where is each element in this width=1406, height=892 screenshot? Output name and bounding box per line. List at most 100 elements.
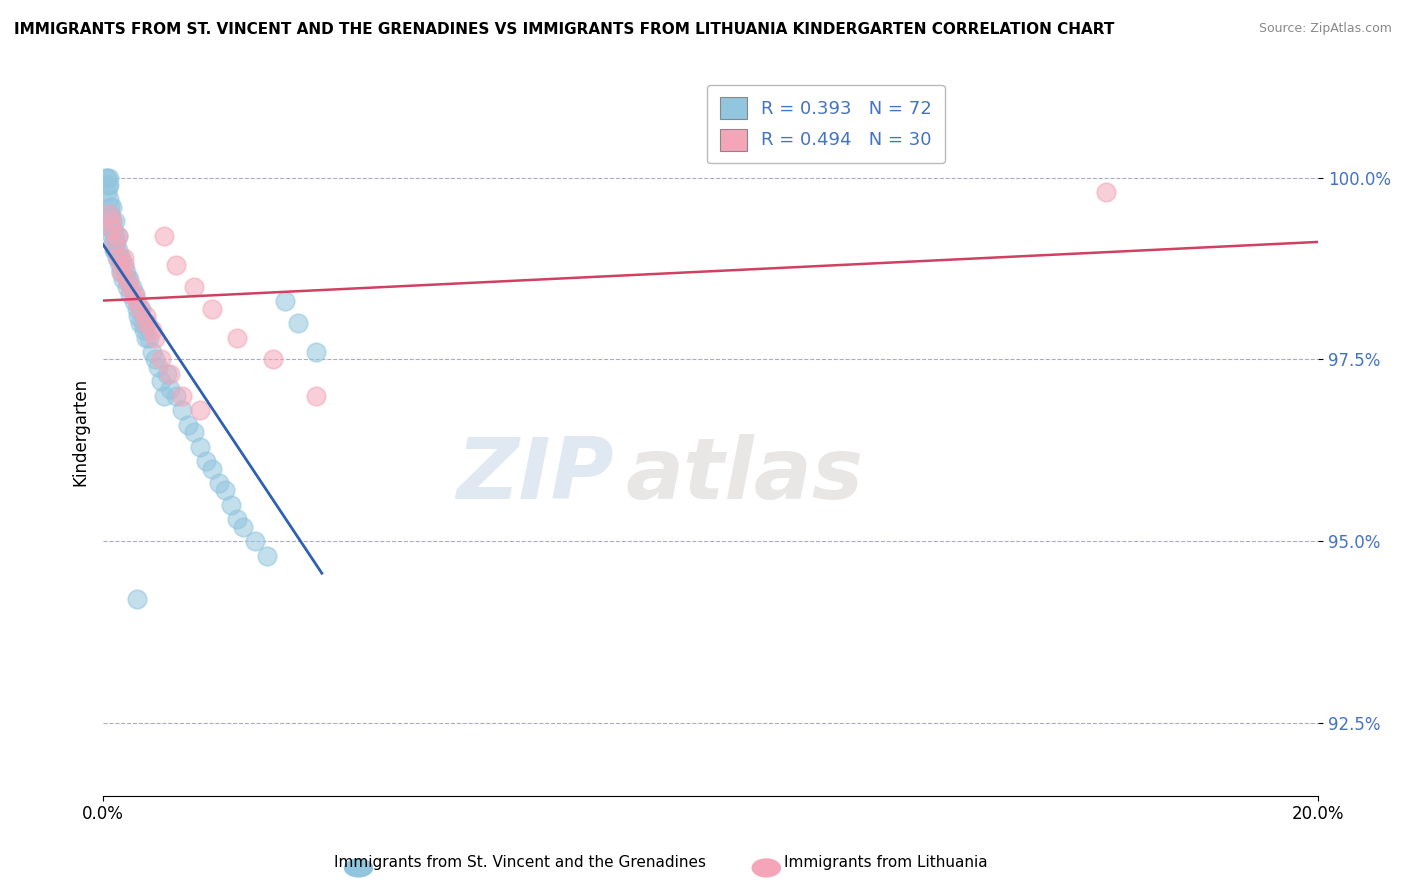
- Point: [128, 316, 150, 330]
- Point: [98, 193, 121, 207]
- Point: [127, 309, 149, 323]
- Point: [97, 178, 120, 192]
- Point: [107, 244, 129, 258]
- Point: [117, 279, 139, 293]
- Point: [121, 279, 143, 293]
- Point: [201, 461, 224, 475]
- Point: [104, 244, 127, 258]
- Point: [122, 287, 145, 301]
- Point: [120, 279, 142, 293]
- Point: [134, 323, 156, 337]
- Point: [112, 258, 135, 272]
- Point: [287, 316, 309, 330]
- Point: [100, 214, 122, 228]
- Point: [107, 228, 129, 243]
- Point: [141, 345, 163, 359]
- Point: [125, 592, 148, 607]
- Point: [188, 440, 211, 454]
- Point: [232, 519, 254, 533]
- Point: [172, 389, 194, 403]
- Point: [114, 265, 136, 279]
- Point: [305, 345, 328, 359]
- Point: [103, 221, 125, 235]
- Point: [135, 330, 157, 344]
- Point: [135, 309, 157, 323]
- Point: [117, 272, 139, 286]
- Point: [214, 483, 236, 498]
- Point: [153, 228, 176, 243]
- Point: [105, 235, 128, 250]
- Point: [138, 330, 160, 344]
- Point: [104, 235, 127, 250]
- Point: [225, 330, 247, 344]
- Point: [156, 367, 179, 381]
- Point: [159, 367, 181, 381]
- Point: [98, 200, 121, 214]
- Point: [141, 323, 163, 337]
- Point: [117, 272, 139, 286]
- Point: [101, 228, 124, 243]
- Point: [111, 272, 134, 286]
- Point: [195, 454, 218, 468]
- Point: [104, 228, 127, 243]
- Point: [122, 294, 145, 309]
- Point: [128, 301, 150, 316]
- Point: [135, 316, 157, 330]
- Point: [219, 498, 242, 512]
- Point: [110, 265, 132, 279]
- Point: [97, 178, 120, 192]
- Point: [103, 244, 125, 258]
- Point: [172, 403, 194, 417]
- Point: [120, 287, 142, 301]
- Text: Immigrants from Lithuania: Immigrants from Lithuania: [785, 855, 987, 870]
- Point: [112, 251, 135, 265]
- Point: [101, 221, 124, 235]
- Point: [98, 207, 121, 221]
- Point: [274, 294, 297, 309]
- Point: [124, 287, 146, 301]
- Point: [107, 228, 129, 243]
- Point: [107, 251, 129, 265]
- Point: [149, 374, 172, 388]
- Point: [97, 170, 120, 185]
- Point: [96, 170, 118, 185]
- Point: [117, 272, 139, 286]
- Text: IMMIGRANTS FROM ST. VINCENT AND THE GRENADINES VS IMMIGRANTS FROM LITHUANIA KIND: IMMIGRANTS FROM ST. VINCENT AND THE GREN…: [14, 22, 1115, 37]
- Point: [149, 352, 172, 367]
- Point: [165, 258, 187, 272]
- Point: [100, 221, 122, 235]
- Point: [177, 417, 200, 432]
- Point: [96, 185, 118, 199]
- Legend: R = 0.393   N = 72, R = 0.494   N = 30: R = 0.393 N = 72, R = 0.494 N = 30: [707, 85, 945, 163]
- Point: [125, 294, 148, 309]
- Point: [131, 316, 153, 330]
- Text: atlas: atlas: [626, 434, 863, 517]
- Point: [201, 301, 224, 316]
- Point: [159, 382, 181, 396]
- Point: [105, 251, 128, 265]
- Point: [143, 352, 166, 367]
- Point: [131, 301, 153, 316]
- Point: [100, 207, 122, 221]
- Point: [101, 214, 124, 228]
- Point: [143, 330, 166, 344]
- Point: [108, 251, 131, 265]
- Point: [183, 279, 205, 293]
- Text: Source: ZipAtlas.com: Source: ZipAtlas.com: [1258, 22, 1392, 36]
- Point: [101, 235, 124, 250]
- Point: [125, 301, 148, 316]
- Point: [207, 476, 229, 491]
- Point: [98, 207, 121, 221]
- Point: [305, 389, 328, 403]
- Point: [110, 265, 132, 279]
- Point: [165, 389, 187, 403]
- Point: [96, 170, 118, 185]
- Point: [153, 389, 176, 403]
- Point: [243, 534, 266, 549]
- Point: [112, 258, 135, 272]
- Point: [104, 214, 127, 228]
- Point: [1094, 185, 1116, 199]
- Point: [108, 258, 131, 272]
- Point: [110, 251, 132, 265]
- Point: [183, 425, 205, 439]
